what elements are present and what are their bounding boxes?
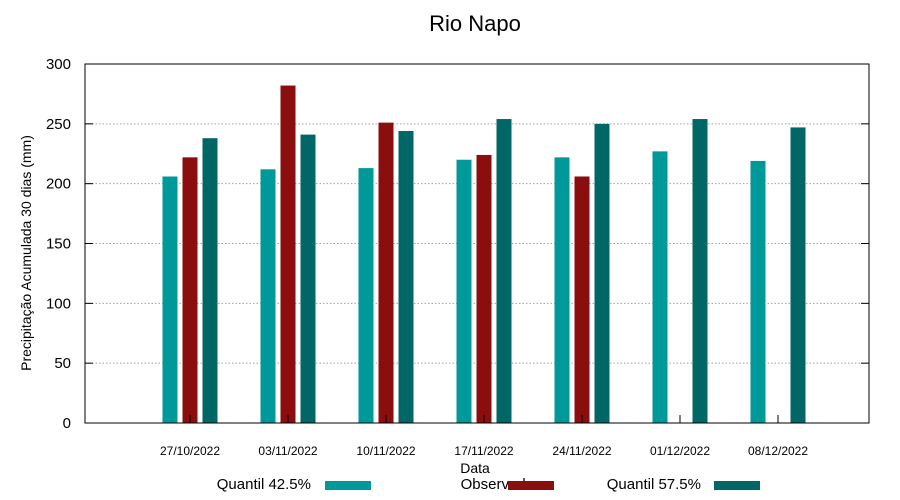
chart-title: Rio Napo [429,11,521,36]
x-tick-label: 17/11/2022 [454,444,513,458]
legend-label: Quantil 42.5% [217,476,311,493]
legend: Quantil 42.5% Observado Quantil 57.5% [217,476,760,493]
y-tick-label: 150 [46,236,71,253]
bar [750,160,766,423]
bar [162,176,178,423]
bar [476,154,492,424]
legend-label: Quantil 57.5% [607,476,701,493]
x-tick-label: 03/11/2022 [258,444,317,458]
y-tick-label: 0 [63,415,71,432]
bar [496,119,512,424]
x-tick-label: 10/11/2022 [356,444,415,458]
bar [554,157,570,423]
y-axis-label: Precipitação Acumulada 30 dias (mm) [18,135,34,371]
y-tick-label: 100 [46,295,71,312]
x-tick-label: 24/11/2022 [552,444,611,458]
bar [378,122,394,424]
bar [182,157,198,423]
x-axis-label: Data [460,460,490,476]
bar [358,168,374,423]
bar [280,85,296,423]
bar [260,169,276,423]
legend-swatch [508,481,554,490]
x-tick-label: 27/10/2022 [160,444,220,458]
x-tick-label: 01/12/2022 [650,444,710,458]
bars [162,85,806,424]
bar [300,134,316,423]
legend-swatch [325,481,371,490]
y-tick-label: 50 [54,355,71,372]
y-tick-label: 300 [46,56,71,73]
x-axis-ticks: 27/10/2022 03/11/2022 10/11/2022 17/11/2022… [160,415,808,458]
bar [574,176,590,423]
bar [398,131,414,423]
x-tick-label: 08/12/2022 [748,444,808,458]
bar [692,119,708,424]
bar [790,127,806,423]
y-axis-ticks: 0 50 100 150 200 250 300 [46,56,869,432]
bar [594,123,610,423]
bar [202,138,218,423]
bar [456,159,472,423]
bar [652,151,668,423]
y-tick-label: 250 [46,116,71,133]
y-tick-label: 200 [46,176,71,193]
legend-swatch [714,481,760,490]
